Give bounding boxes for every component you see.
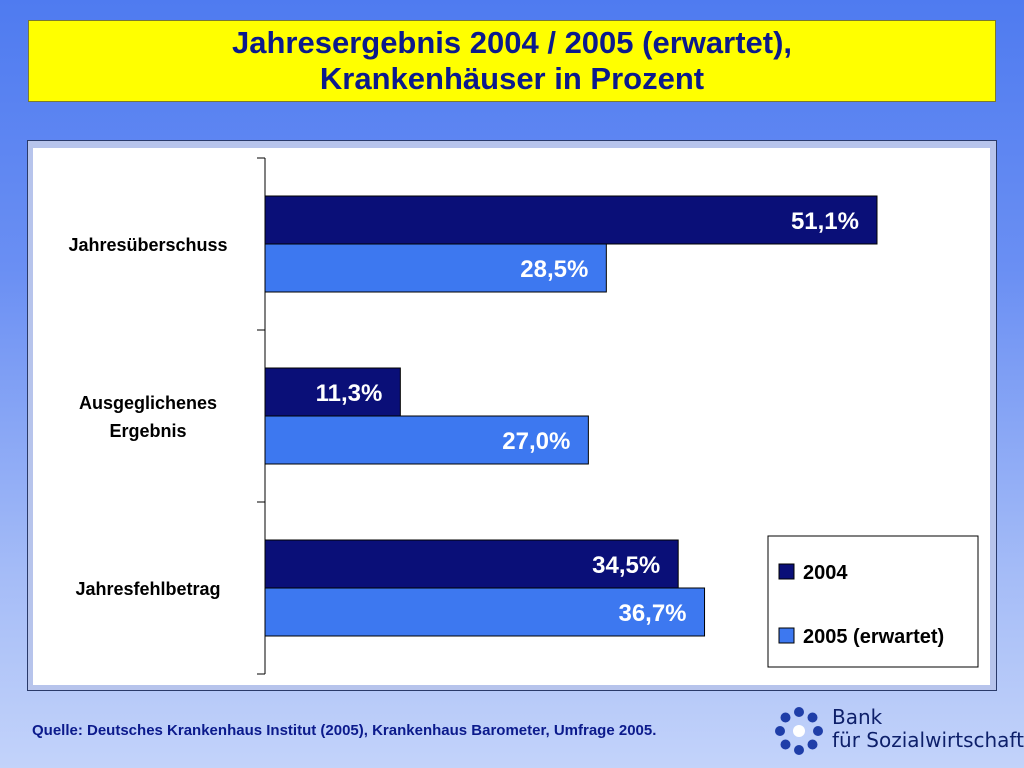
title-line-2: Krankenhäuser in Prozent <box>319 61 705 96</box>
legend-box <box>767 535 979 668</box>
legend-label: 2005 (erwartet) <box>803 626 944 648</box>
legend-label: 2004 <box>803 562 848 584</box>
legend-swatch <box>778 563 795 580</box>
bar-2004 <box>264 367 401 417</box>
data-label: 11,3% <box>316 380 383 407</box>
bar-2005 <box>264 415 589 465</box>
title-line-1: Jahresergebnis 2004 / 2005 (erwartet), <box>231 25 793 60</box>
legend-swatch <box>778 627 795 644</box>
source-note: Quelle: Deutsches Krankenhaus Institut (… <box>32 722 657 739</box>
data-label: 36,7% <box>618 600 686 627</box>
logo-line-1: Bank <box>832 705 883 729</box>
data-label: 27,0% <box>502 428 570 455</box>
data-label: 51,1% <box>791 208 859 235</box>
bar-2005 <box>264 587 706 637</box>
data-label: 34,5% <box>592 552 660 579</box>
bank-logo-icon <box>775 707 823 755</box>
bank-logo-text: Bank für Sozialwirtschaft <box>832 706 1024 752</box>
category-label: Jahresfehlbetrag <box>75 579 220 599</box>
data-label: 28,5% <box>520 256 588 283</box>
category-label: Ausgeglichenes <box>79 393 217 413</box>
bar-2004 <box>264 539 679 589</box>
category-label: Ergebnis <box>109 421 186 441</box>
category-label: Jahresüberschuss <box>68 235 227 255</box>
title-box: Jahresergebnis 2004 / 2005 (erwartet), K… <box>28 20 996 102</box>
logo-line-2: für Sozialwirtschaft <box>832 728 1024 752</box>
bar-2004 <box>264 195 878 245</box>
bar-2005 <box>264 243 607 293</box>
